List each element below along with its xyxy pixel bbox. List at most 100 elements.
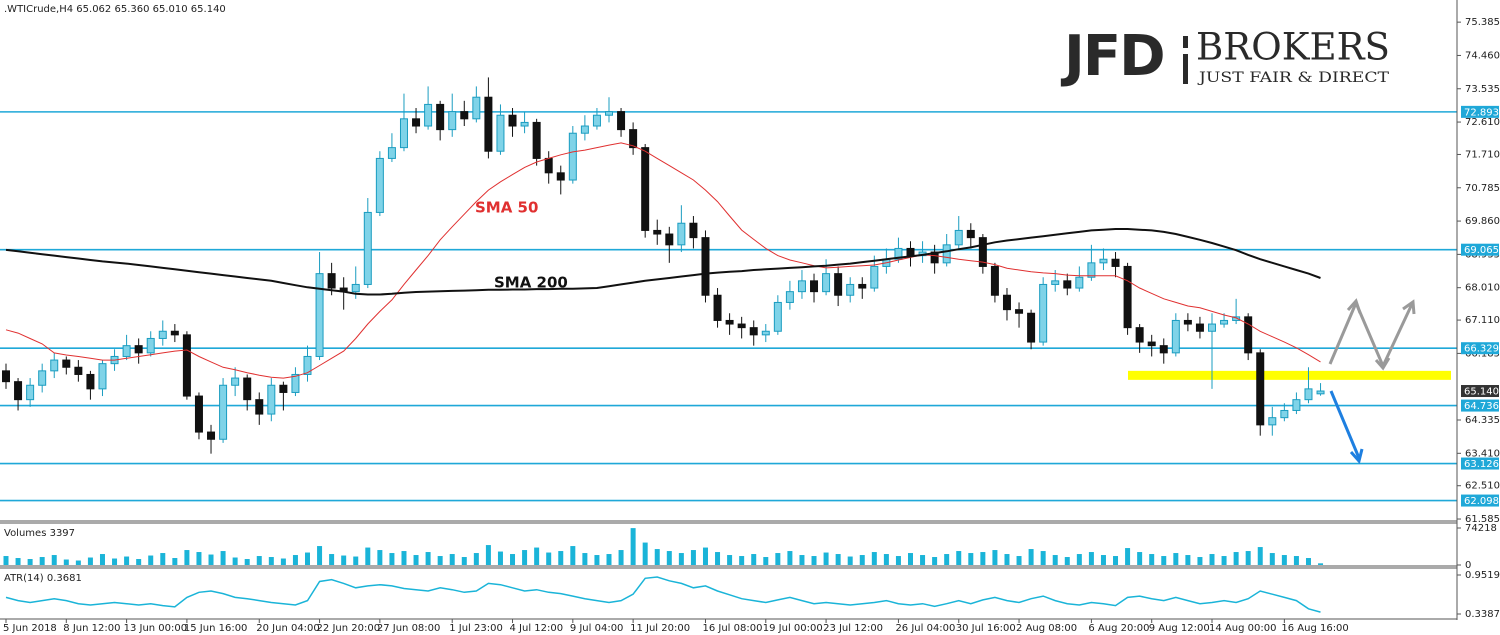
x-tick-label: 15 Jun 16:00 bbox=[184, 623, 248, 634]
x-tick-label: 9 Aug 12:00 bbox=[1149, 623, 1210, 634]
x-tick-label: 27 Jun 08:00 bbox=[377, 623, 441, 634]
volume-bar bbox=[666, 551, 672, 565]
level-label: 62.098 bbox=[1464, 496, 1499, 507]
candle-body bbox=[50, 359, 59, 372]
candle-body bbox=[773, 301, 782, 332]
candle-body bbox=[725, 319, 734, 325]
x-tick-label: 8 Jun 12:00 bbox=[63, 623, 120, 634]
candle-body bbox=[363, 211, 372, 285]
volume-bar bbox=[908, 553, 913, 565]
volume-bar bbox=[1137, 552, 1143, 565]
candle-body bbox=[990, 265, 999, 296]
candle-body bbox=[74, 366, 83, 375]
volume-bar bbox=[546, 552, 552, 565]
candle-body bbox=[1220, 319, 1229, 325]
volume-bar bbox=[871, 552, 877, 565]
candle-body bbox=[1256, 352, 1265, 426]
volume-bar bbox=[329, 554, 335, 565]
candle-body bbox=[544, 157, 553, 174]
volume-bar bbox=[534, 547, 540, 565]
candle-body bbox=[713, 294, 722, 321]
x-tick-label: 13 Jun 00:00 bbox=[124, 623, 188, 634]
volume-bar bbox=[1185, 555, 1191, 565]
candle-body bbox=[1087, 262, 1096, 278]
candle-body bbox=[219, 384, 228, 440]
candle-body bbox=[243, 377, 252, 401]
candle-body bbox=[1111, 258, 1120, 267]
candle-body bbox=[641, 147, 650, 231]
candle-body bbox=[1268, 417, 1277, 426]
level-label: 64.736 bbox=[1464, 401, 1499, 412]
candle-body bbox=[1002, 294, 1011, 311]
volume-bar bbox=[1052, 555, 1058, 565]
atr-title: ATR(14) 0.3681 bbox=[4, 573, 82, 584]
volume-bar bbox=[341, 555, 347, 565]
logo-name: BROKERS bbox=[1196, 26, 1390, 69]
candle-body bbox=[448, 111, 457, 131]
volume-bar bbox=[1149, 554, 1155, 565]
volume-bar bbox=[15, 558, 21, 565]
candle-body bbox=[1147, 341, 1156, 347]
candle-body bbox=[279, 384, 288, 393]
level-label: 69.065 bbox=[1464, 245, 1499, 256]
candle-body bbox=[472, 96, 481, 120]
candle-body bbox=[412, 118, 421, 127]
volume-bar bbox=[317, 546, 323, 565]
volume-bar bbox=[570, 546, 576, 565]
volume-bar bbox=[497, 551, 503, 565]
candle-body bbox=[14, 381, 23, 401]
volume-bar bbox=[956, 551, 962, 565]
y-tick-label: 75.385 bbox=[1465, 17, 1500, 28]
y-tick-label: 62.510 bbox=[1465, 481, 1500, 492]
candle-body bbox=[170, 330, 179, 336]
volume-bar bbox=[1016, 556, 1022, 565]
candle-body bbox=[1015, 309, 1024, 314]
y-tick-label: 73.535 bbox=[1465, 84, 1500, 95]
x-tick-label: 1 Jul 23:00 bbox=[449, 623, 503, 634]
volume-bar bbox=[1305, 558, 1311, 565]
volume-bar bbox=[196, 552, 202, 565]
volume-bar bbox=[208, 554, 214, 565]
candle-body bbox=[1099, 258, 1108, 264]
candle-body bbox=[846, 283, 855, 296]
x-tick-label: 2 Aug 08:00 bbox=[1016, 623, 1077, 634]
volume-bar bbox=[220, 551, 226, 565]
volume-bar bbox=[558, 551, 564, 565]
volume-bar bbox=[618, 550, 624, 565]
candle-body bbox=[1075, 276, 1084, 289]
volume-bar bbox=[1161, 556, 1167, 565]
level-label: 63.126 bbox=[1464, 459, 1499, 470]
x-tick-label: 6 Aug 20:00 bbox=[1088, 623, 1149, 634]
volume-bar bbox=[99, 554, 105, 565]
volume-bar bbox=[968, 553, 974, 565]
volume-bar bbox=[401, 551, 407, 565]
level-label-box bbox=[1461, 399, 1499, 412]
candle-body bbox=[158, 330, 167, 339]
arrow-head bbox=[1402, 299, 1416, 315]
candle-body bbox=[858, 283, 867, 289]
volume-bar bbox=[739, 556, 745, 565]
level-label: 66.329 bbox=[1464, 344, 1499, 355]
y-tick-label: 64.335 bbox=[1465, 415, 1500, 426]
candle-body bbox=[749, 327, 758, 336]
candle-body bbox=[351, 283, 360, 293]
level-label-box bbox=[1461, 105, 1499, 118]
volume-bar bbox=[654, 549, 660, 565]
candle-body bbox=[580, 125, 589, 134]
candle-body bbox=[1208, 323, 1216, 332]
volume-bar bbox=[678, 553, 684, 565]
volume-bar bbox=[522, 550, 528, 565]
candle-body bbox=[689, 222, 698, 239]
volume-bar bbox=[763, 557, 769, 565]
volume-bar bbox=[980, 552, 986, 565]
sma-annotation: SMA 50 bbox=[475, 199, 538, 217]
x-tick-label: 19 Jul 00:00 bbox=[763, 623, 823, 634]
candle-body bbox=[1159, 345, 1168, 354]
candle-body bbox=[460, 111, 469, 120]
candle-body bbox=[496, 114, 505, 152]
candle-body bbox=[424, 103, 433, 127]
volume-bar bbox=[582, 553, 588, 565]
candle-body bbox=[677, 222, 686, 246]
sma-annotation: SMA 200 bbox=[494, 274, 568, 292]
arrow-head bbox=[1374, 357, 1391, 371]
